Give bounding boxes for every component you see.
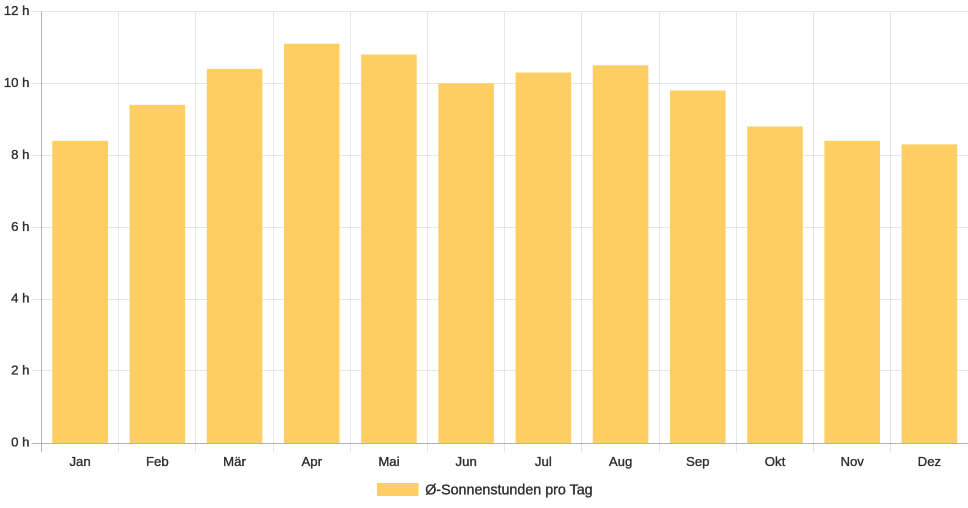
svg-text:Ø-Sonnenstunden pro Tag: Ø-Sonnenstunden pro Tag xyxy=(425,483,592,499)
svg-text:Jan: Jan xyxy=(69,454,90,469)
svg-text:Apr: Apr xyxy=(301,454,322,469)
svg-text:Feb: Feb xyxy=(146,454,169,469)
svg-text:12 h: 12 h xyxy=(4,3,30,18)
svg-text:2 h: 2 h xyxy=(11,363,29,378)
svg-text:Nov: Nov xyxy=(840,454,864,469)
svg-text:0 h: 0 h xyxy=(11,435,29,450)
svg-text:Okt: Okt xyxy=(765,454,786,469)
svg-text:10 h: 10 h xyxy=(4,75,30,90)
svg-text:4 h: 4 h xyxy=(11,291,29,306)
svg-text:Sep: Sep xyxy=(686,454,709,469)
svg-text:Mai: Mai xyxy=(378,454,399,469)
svg-text:8 h: 8 h xyxy=(11,147,29,162)
svg-text:Aug: Aug xyxy=(609,454,632,469)
svg-text:Jun: Jun xyxy=(456,454,477,469)
svg-text:Dez: Dez xyxy=(918,454,941,469)
svg-text:Mär: Mär xyxy=(223,454,246,469)
svg-text:Jul: Jul xyxy=(535,454,552,469)
svg-text:6 h: 6 h xyxy=(11,219,29,234)
